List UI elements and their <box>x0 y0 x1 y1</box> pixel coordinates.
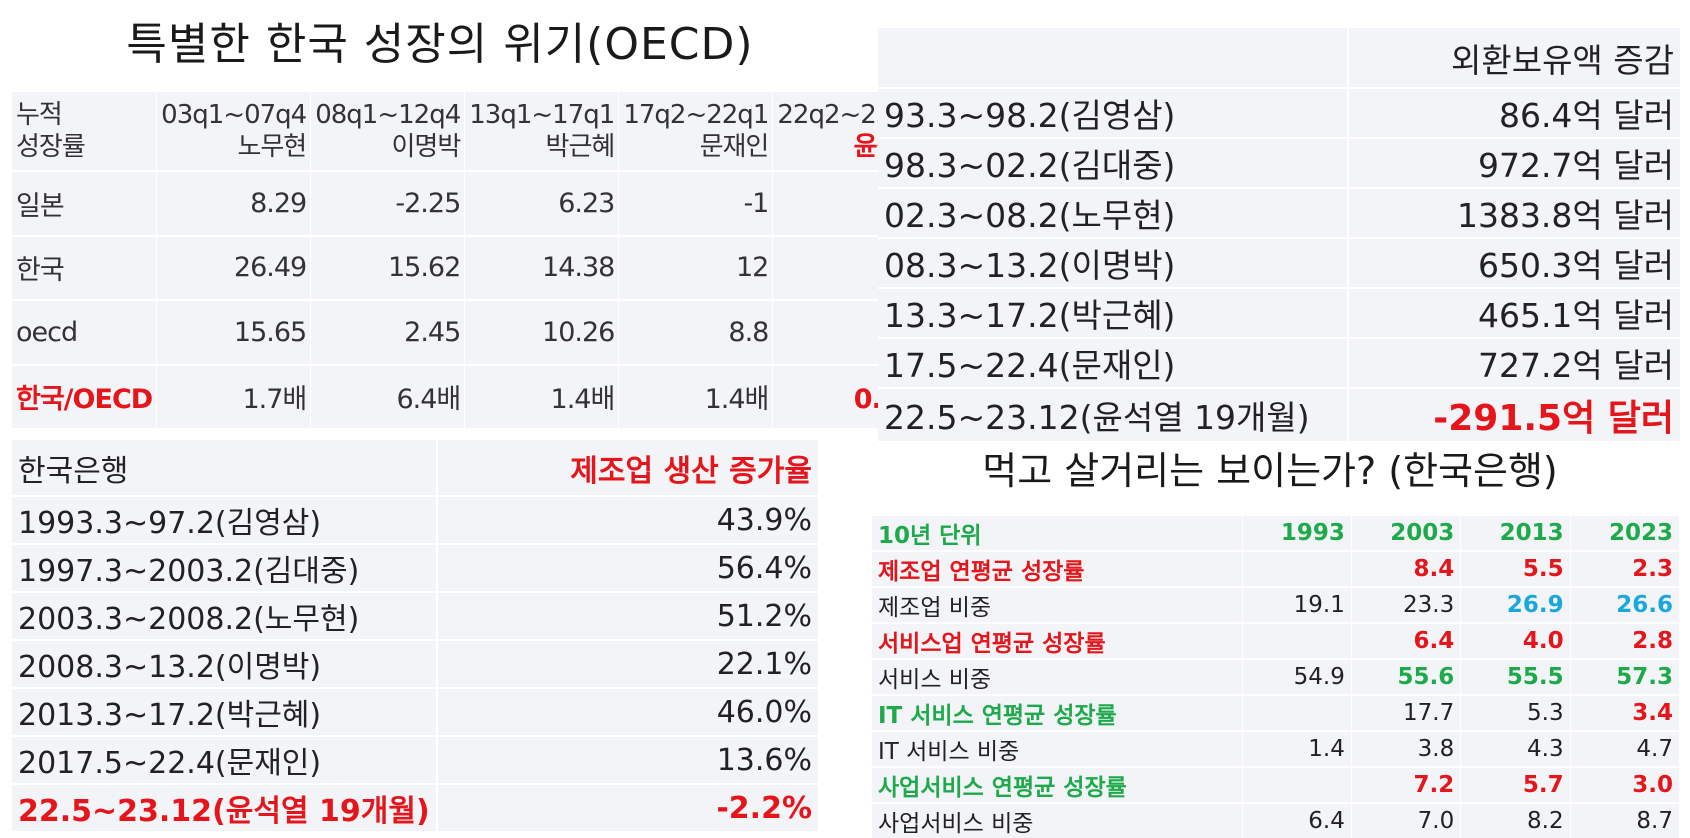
table-row: 2013.3~17.2(박근혜) 46.0% <box>12 688 818 737</box>
table-row: 2017.5~22.4(문재인) 13.6% <box>12 736 818 785</box>
column-header: 외환보유액 증감 <box>1348 28 1680 89</box>
decade-industry-table: 10년 단위 1993 2003 2013 2023 제조업 연평균 성장률 8… <box>872 516 1681 838</box>
table-row: oecd 15.65 2.45 10.26 8.8 2.6 <box>12 300 928 366</box>
column-header: 13q1~17q1 박근혜 <box>464 92 620 173</box>
table-header-row: 한국은행 제조업 생산 증가율 <box>12 440 818 497</box>
fx-reserves-table: 외환보유액 증감 93.3~98.2(김영삼) 86.4억 달러 98.3~02… <box>878 28 1680 443</box>
table-row: 제조업 비중 19.1 23.3 26.9 26.6 <box>872 587 1681 624</box>
table-row: 93.3~98.2(김영삼) 86.4억 달러 <box>878 88 1680 139</box>
table-row: 사업서비스 연평균 성장률 7.2 5.7 3.0 <box>872 767 1681 804</box>
table-row: 1993.3~97.2(김영삼) 43.9% <box>12 496 818 545</box>
column-header: 17q2~22q1 문재인 <box>618 92 774 173</box>
table-row: 제조업 연평균 성장률 8.4 5.5 2.3 <box>872 551 1681 588</box>
table-row: IT 서비스 연평균 성장률 17.7 5.3 3.4 <box>872 695 1681 732</box>
corner-label: 누적 성장률 <box>12 92 158 173</box>
table-row: 2008.3~13.2(이명박) 22.1% <box>12 640 818 689</box>
table-row: 사업서비스 비중 6.4 7.0 8.2 8.7 <box>872 803 1681 838</box>
table-row: 한국 26.49 15.62 14.38 12 2.2 <box>12 235 928 302</box>
column-header: 03q1~07q4 노무현 <box>156 92 312 173</box>
oecd-growth-table: 누적 성장률 03q1~07q4 노무현 08q1~12q4 이명박 13q1~17q… <box>12 92 928 430</box>
table-header-row: 외환보유액 증감 <box>878 28 1680 89</box>
table-row: 02.3~08.2(노무현) 1383.8억 달러 <box>878 188 1680 239</box>
table-row: 서비스업 연평균 성장률 6.4 4.0 2.8 <box>872 623 1681 660</box>
table-header-row: 10년 단위 1993 2003 2013 2023 <box>872 516 1681 552</box>
table-row: 일본 8.29 -2.25 6.23 -1 2.6 <box>12 171 928 237</box>
table-row: 13.3~17.2(박근혜) 465.1억 달러 <box>878 288 1680 339</box>
table-row: 08.3~13.2(이명박) 650.3억 달러 <box>878 238 1680 289</box>
oecd-title: 특별한 한국 성장의 위기(OECD) <box>126 19 754 70</box>
table-row: 17.5~22.4(문재인) 727.2억 달러 <box>878 338 1680 389</box>
table-row: 98.3~02.2(김대중) 972.7억 달러 <box>878 138 1680 189</box>
table-row: 서비스 비중 54.9 55.6 55.5 57.3 <box>872 659 1681 696</box>
table-row: 22.5~23.12(윤석열 19개월) -291.5억 달러 <box>878 388 1680 443</box>
table-row: 22.5~23.12(윤석열 19개월) -2.2% <box>12 784 818 833</box>
table-row: 2003.3~2008.2(노무현) 51.2% <box>12 592 818 641</box>
table-row: 한국/OECD 1.7배 6.4배 1.4배 1.4배 0.8배 <box>12 364 928 430</box>
manufacturing-growth-table: 한국은행 제조업 생산 증가율 1993.3~97.2(김영삼) 43.9% 1… <box>12 440 818 833</box>
table-row: IT 서비스 비중 1.4 3.8 4.3 4.7 <box>872 731 1681 768</box>
column-header: 08q1~12q4 이명박 <box>310 92 466 173</box>
table-header-row: 누적 성장률 03q1~07q4 노무현 08q1~12q4 이명박 13q1~17q… <box>12 92 928 173</box>
table-row: 1997.3~2003.2(김대중) 56.4% <box>12 544 818 593</box>
bok-title: 먹고 살거리는 보이는가? (한국은행) <box>982 449 1558 493</box>
